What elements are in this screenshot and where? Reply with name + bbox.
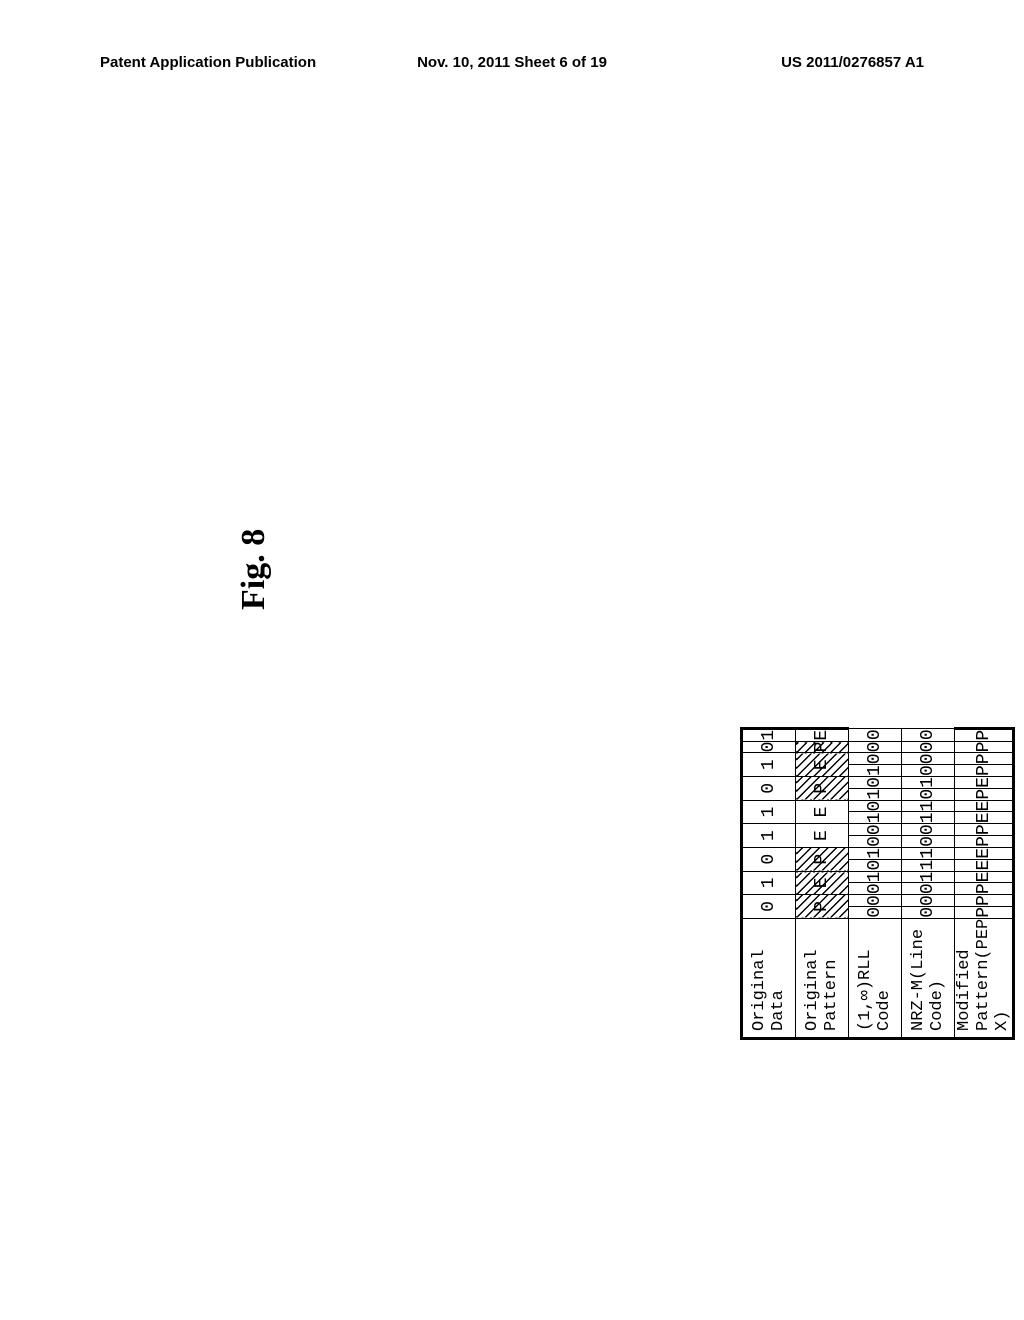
- mp-14: P: [955, 741, 1014, 753]
- rll-6: 0: [849, 836, 902, 848]
- rll-12: 1: [849, 765, 902, 777]
- nrz-5: 1: [902, 847, 955, 859]
- op-4: E: [796, 800, 849, 824]
- rll-13: 0: [849, 753, 902, 765]
- nrz-2: 0: [902, 883, 955, 895]
- op-3: E: [796, 824, 849, 848]
- mp-11: E: [955, 777, 1014, 789]
- rll-9: 0: [849, 800, 902, 812]
- mp-4: E: [955, 859, 1014, 871]
- mp-1: P: [955, 895, 1014, 907]
- op-1: E: [796, 871, 849, 895]
- mp-2: P: [955, 883, 1014, 895]
- row-label-nrz: NRZ-M(Line Code): [902, 918, 955, 1038]
- header-mid: Nov. 10, 2011 Sheet 6 of 19: [417, 54, 607, 71]
- mp-5: E: [955, 847, 1014, 859]
- nrz-14: 0: [902, 741, 955, 753]
- mp-8: E: [955, 812, 1014, 824]
- rll-0: 0: [849, 906, 902, 918]
- op-8: E: [796, 728, 849, 741]
- mp-13: P: [955, 753, 1014, 765]
- rll-3: 1: [849, 871, 902, 883]
- nrz-7: 0: [902, 824, 955, 836]
- rll-8: 1: [849, 812, 902, 824]
- mp-6: P: [955, 836, 1014, 848]
- op-6: E: [796, 753, 849, 777]
- rll-15: 0: [849, 728, 902, 741]
- nrz-8: 1: [902, 812, 955, 824]
- nrz-4: 1: [902, 859, 955, 871]
- header-right: US 2011/0276857 A1: [781, 54, 924, 71]
- nrz-12: 0: [902, 765, 955, 777]
- row-label-original-data: Original Data: [742, 918, 796, 1038]
- rll-10: 1: [849, 788, 902, 800]
- mp-15: P: [955, 728, 1014, 741]
- op-2: P: [796, 847, 849, 871]
- rll-5: 1: [849, 847, 902, 859]
- od-6: 1: [742, 753, 796, 777]
- nrz-1: 0: [902, 895, 955, 907]
- op-5: P: [796, 777, 849, 801]
- op-0: P: [796, 895, 849, 919]
- od-3: 1: [742, 824, 796, 848]
- od-2: 0: [742, 847, 796, 871]
- mp-10: P: [955, 788, 1014, 800]
- row-label-rll: (1,∞)RLL Code: [849, 918, 902, 1038]
- nrz-9: 1: [902, 800, 955, 812]
- mp-0: P: [955, 906, 1014, 918]
- mp-7: P: [955, 824, 1014, 836]
- row-label-mod: Modified Pattern(PEP X): [955, 918, 1014, 1038]
- od-5: 0: [742, 777, 796, 801]
- row-label-original-pattern: Original Pattern: [796, 918, 849, 1038]
- od-4: 1: [742, 800, 796, 824]
- mp-9: E: [955, 800, 1014, 812]
- nrz-13: 0: [902, 753, 955, 765]
- nrz-3: 1: [902, 871, 955, 883]
- rll-1: 0: [849, 895, 902, 907]
- rll-4: 0: [849, 859, 902, 871]
- nrz-10: 0: [902, 788, 955, 800]
- od-7: 0: [742, 741, 796, 753]
- od-1: 1: [742, 871, 796, 895]
- nrz-15: 0: [902, 728, 955, 741]
- rll-2: 0: [849, 883, 902, 895]
- rll-7: 0: [849, 824, 902, 836]
- op-7: P: [796, 741, 849, 753]
- rll-14: 0: [849, 741, 902, 753]
- od-8: 1: [742, 728, 796, 741]
- rll-11: 0: [849, 777, 902, 789]
- mp-3: E: [955, 871, 1014, 883]
- mp-12: P: [955, 765, 1014, 777]
- header-left: Patent Application Publication: [100, 54, 316, 71]
- nrz-6: 0: [902, 836, 955, 848]
- od-0: 0: [742, 895, 796, 919]
- encoding-table: Original Data 0 1 0 1 1 0 1 0 1 Original…: [740, 727, 1015, 1040]
- nrz-11: 1: [902, 777, 955, 789]
- figure-label: Fig. 8: [235, 529, 273, 610]
- nrz-0: 0: [902, 906, 955, 918]
